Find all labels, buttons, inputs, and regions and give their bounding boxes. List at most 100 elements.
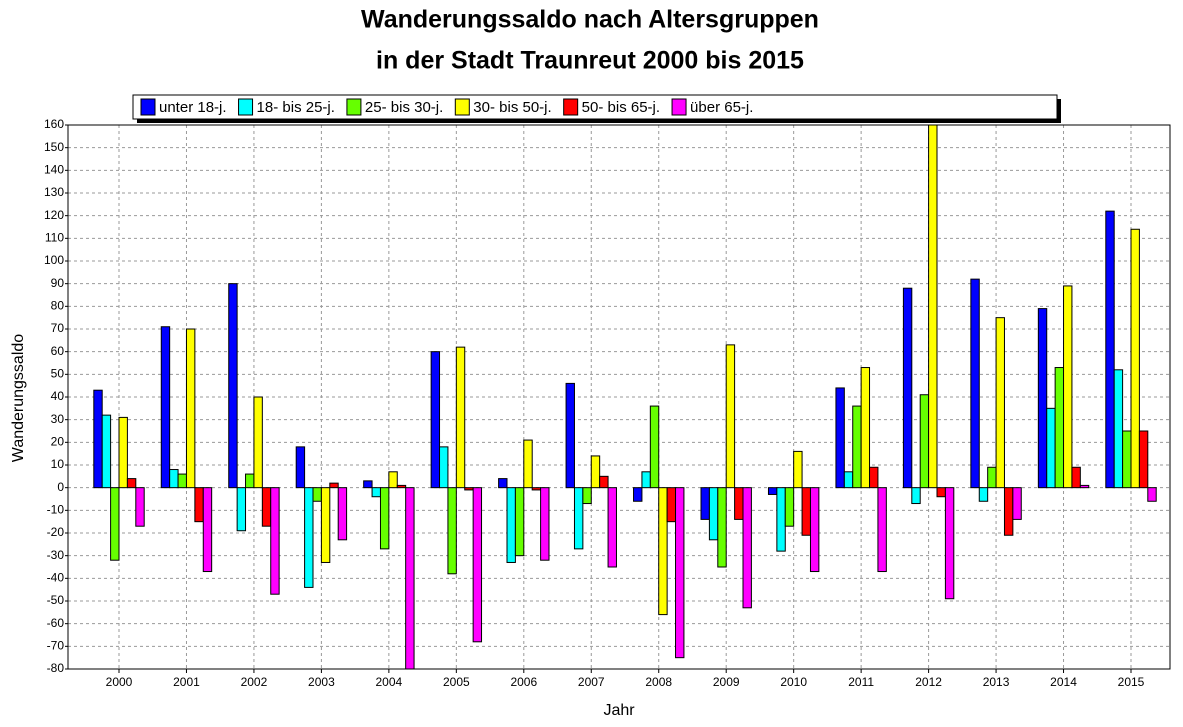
bar [270,487,280,595]
bar [185,328,196,489]
y-tick-label: -70 [47,639,65,653]
y-tick-label: -30 [47,548,65,562]
bar [995,317,1005,489]
bar [1012,487,1022,520]
x-tick-label: 2011 [848,675,874,689]
bar [472,487,483,643]
bar [1138,430,1149,489]
bar [1147,487,1157,502]
bar [320,487,331,563]
x-tick-label: 2005 [443,675,470,689]
bar [784,487,795,527]
bar [987,466,997,489]
bar [970,278,980,489]
y-tick-label: 150 [44,140,64,154]
bar [177,473,187,489]
bar [742,487,752,609]
legend-swatch [140,98,156,116]
bar [928,124,938,489]
bar [590,455,601,489]
legend-label: unter 18-j. [159,99,227,116]
bar [944,487,955,600]
chart-title: Wanderungssaldo nach Altersgruppen [361,6,819,34]
bar [202,487,213,573]
bar [1130,228,1140,489]
y-tick-label: -20 [47,525,65,539]
bar [261,487,272,527]
bar [329,482,339,489]
bar [1071,466,1081,489]
y-tick-label: 80 [51,299,65,313]
bar [464,487,474,491]
x-tick-label: 2008 [645,675,672,689]
bar [388,471,398,489]
legend-swatch [563,98,579,116]
bar [1105,210,1115,489]
x-tick-label: 2006 [510,675,537,689]
chart-subtitle: in der Stadt Traunreut 2000 bis 2015 [376,47,804,75]
legend-label: 18- bis 25-j. [257,99,335,116]
bar [725,344,736,489]
bar [118,416,128,489]
bar [430,351,441,489]
y-tick-label: 110 [45,231,64,245]
bar [126,478,137,489]
bar [405,487,415,670]
legend-label: über 65-j. [690,99,753,116]
legend-swatch [454,98,470,116]
bar [1122,430,1132,489]
x-tick-label: 2009 [713,675,740,689]
bar [666,487,677,523]
y-tick-label: 10 [51,457,65,471]
y-tick-label: 50 [51,367,65,381]
bar [1037,308,1048,489]
legend [132,94,1058,120]
bar [337,487,348,541]
bar [540,487,550,561]
bar [658,487,668,616]
legend-label: 30- bis 50-j. [473,99,551,116]
y-tick-label: 120 [44,208,64,222]
x-tick-label: 2014 [1050,675,1077,689]
y-tick-label: 140 [44,163,64,177]
bar [455,346,466,489]
bar [228,283,238,489]
x-axis-label: Jahr [603,702,635,719]
bar [93,389,103,489]
bar [439,446,449,489]
bar [1003,487,1014,536]
bar [531,487,542,491]
bar [776,487,786,552]
y-tick-label: 0 [57,480,64,494]
bar [379,487,390,550]
y-tick-label: 20 [51,435,65,449]
bar [1054,367,1065,489]
y-tick-label: -50 [47,593,65,607]
bar [641,471,651,489]
y-tick-label: 60 [51,344,65,358]
bar [253,396,263,489]
y-axis-label: Wanderungssaldo [10,334,27,462]
bar [767,487,778,495]
bar [573,487,584,550]
y-tick-label: 130 [44,185,64,199]
y-tick-label: 40 [51,389,65,403]
x-tick-label: 2004 [376,675,403,689]
bar [1079,484,1090,489]
bar [809,487,820,573]
legend-swatch [671,98,687,116]
bar [835,387,845,489]
y-tick-label: 160 [44,117,64,131]
x-tick-label: 2007 [578,675,605,689]
bar [978,487,989,502]
bar [245,473,255,489]
legend-label: 50- bis 65-j. [582,99,660,116]
bar [506,487,516,563]
bar [902,287,913,489]
y-tick-label: 30 [51,412,65,426]
y-tick-label: -60 [47,616,65,630]
bar [1046,407,1056,489]
bar [793,450,803,489]
bar [717,487,727,568]
